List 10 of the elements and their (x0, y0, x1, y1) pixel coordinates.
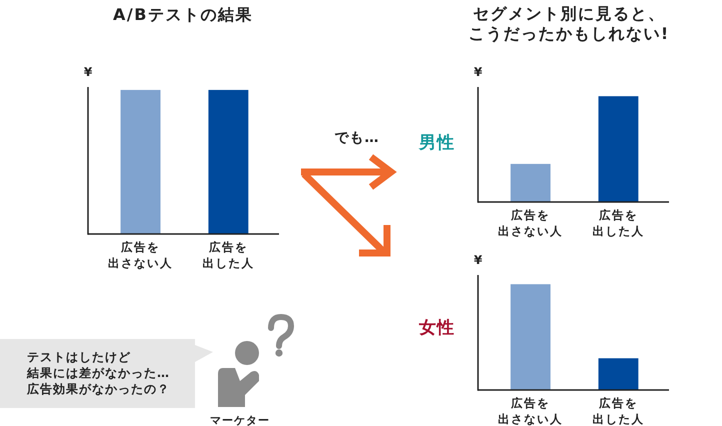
ylabel: ¥ (474, 65, 482, 79)
annotation: テストはしたけど結果には差がなかった…広告効果がなかったの？ (27, 350, 170, 396)
annotation: でも… (334, 130, 380, 146)
ylabel: ¥ (84, 65, 92, 79)
title: セグメント別に見ると、こうだったかもしれない! (468, 4, 670, 43)
annotation: 男性 (419, 133, 455, 153)
annotation: マーケター (210, 414, 270, 426)
title: A/Bテストの結果 (113, 5, 253, 24)
annotation: 女性 (419, 318, 455, 338)
ylabel: ¥ (474, 253, 482, 267)
